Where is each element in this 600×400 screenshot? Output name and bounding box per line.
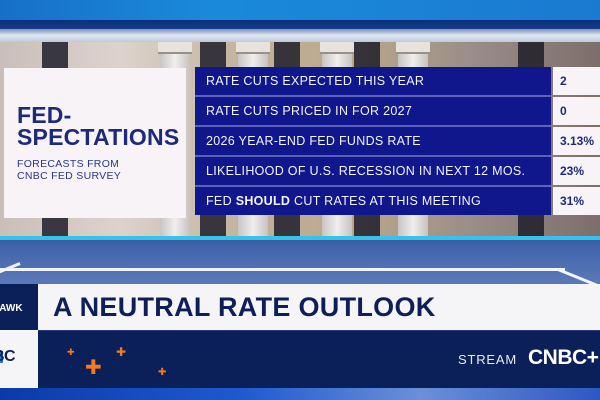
show-name-tab: HAWK [0, 284, 38, 330]
studio-desk [0, 240, 600, 285]
graphic-subtitle-line2: CNBC FED SURVEY [17, 170, 122, 182]
cnbc-plus-logo: CNBC+ [528, 346, 599, 369]
fed-survey-table: RATE CUTS EXPECTED THIS YEAR 2 RATE CUTS… [195, 67, 600, 217]
row-divider [195, 125, 551, 127]
row-divider [195, 155, 551, 157]
row-value: 0 [553, 97, 600, 125]
desk-edge-light [0, 236, 600, 240]
row-label-prefix: FED [206, 194, 236, 208]
row-value: 23% [553, 157, 600, 185]
row-value: 2 [553, 67, 600, 95]
row-label-emphasis: SHOULD [235, 194, 291, 208]
row-label: RATE CUTS PRICED IN FOR 2027 [195, 97, 551, 125]
studio-ceiling [0, 0, 600, 22]
show-name: HAWK [0, 303, 23, 314]
graphic-title-line2: SPECTATIONS [17, 124, 180, 150]
pillar-capital [236, 42, 270, 54]
network-logo-box: BC [0, 330, 38, 388]
plus-sparkle-icon: ✚ [158, 367, 167, 378]
stream-label: STREAM [458, 352, 517, 367]
row-label: FED SHOULD CUT RATES AT THIS MEETING [195, 187, 551, 215]
headline-banner: A NEUTRAL RATE OUTLOOK [38, 284, 600, 330]
row-divider [195, 185, 551, 187]
studio-ceiling-band [0, 20, 600, 30]
graphic-title-line1: FED- [17, 102, 72, 128]
pillar-capital [158, 42, 192, 54]
headline-text: A NEUTRAL RATE OUTLOOK [53, 292, 436, 322]
ticker-bar [38, 330, 600, 388]
table-row: RATE CUTS PRICED IN FOR 2027 0 [195, 97, 600, 125]
table-row: 2026 YEAR-END FED FUNDS RATE 3.13% [195, 127, 600, 155]
plus-sparkle-icon: ✚ [85, 355, 102, 379]
row-label: 2026 YEAR-END FED FUNDS RATE [195, 127, 551, 155]
plus-sparkle-icon: ✚ [67, 348, 75, 358]
row-divider [195, 95, 551, 97]
plus-sparkle-icon: ✚ [116, 345, 127, 359]
row-label: RATE CUTS EXPECTED THIS YEAR [195, 67, 551, 95]
row-label-suffix: CUT RATES AT THIS MEETING [290, 194, 481, 208]
table-row: FED SHOULD CUT RATES AT THIS MEETING 31% [195, 187, 600, 215]
pillar-capital [396, 42, 430, 54]
fed-spectations-title-card: FED- SPECTATIONS FORECASTS FROM CNBC FED… [4, 68, 186, 218]
cnbc-peacock-icon [0, 351, 3, 363]
desk-highlight-line [0, 268, 565, 271]
network-logo-text: BC [0, 348, 16, 365]
studio-floor-bottom [0, 388, 600, 400]
studio-ledge [0, 29, 600, 43]
row-value: 3.13% [553, 127, 600, 155]
graphic-subtitle: FORECASTS FROM CNBC FED SURVEY [17, 158, 186, 182]
graphic-title: FED- SPECTATIONS [17, 102, 186, 150]
pillar-capital [320, 42, 354, 54]
table-row: LIKELIHOOD OF U.S. RECESSION IN NEXT 12 … [195, 157, 600, 185]
table-row: RATE CUTS EXPECTED THIS YEAR 2 [195, 67, 600, 95]
row-label: LIKELIHOOD OF U.S. RECESSION IN NEXT 12 … [195, 157, 551, 185]
graphic-subtitle-line1: FORECASTS FROM [17, 158, 120, 170]
row-value: 31% [553, 187, 600, 215]
